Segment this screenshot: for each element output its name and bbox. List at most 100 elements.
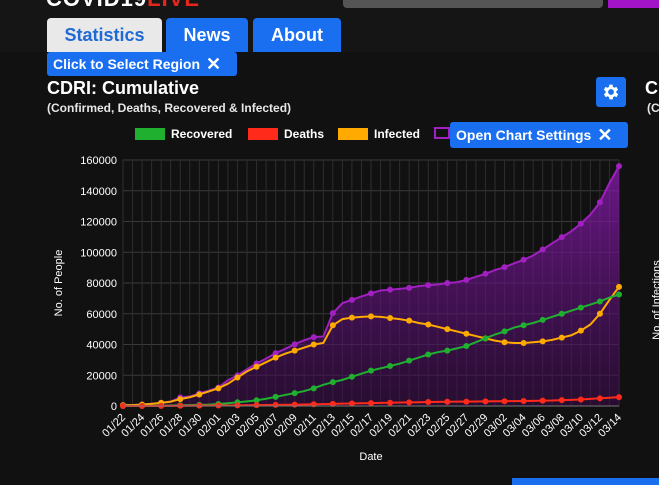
data-point-deaths: [463, 398, 470, 405]
data-point-recovered: [329, 379, 336, 386]
data-point-recovered: [558, 310, 565, 317]
tab-news[interactable]: News: [166, 18, 248, 52]
chart-settings-tooltip[interactable]: Open Chart Settings ✕: [450, 122, 628, 148]
gear-icon: [603, 84, 619, 100]
tab-statistics[interactable]: Statistics: [47, 18, 162, 52]
data-point-confirmed: [444, 280, 451, 286]
data-point-infected: [425, 321, 432, 328]
data-point-infected: [272, 354, 279, 361]
confirmed-area: [123, 166, 619, 406]
data-point-infected: [387, 315, 394, 322]
y-tick-label: 40000: [86, 340, 117, 352]
data-point-confirmed: [406, 284, 413, 291]
data-point-infected: [196, 391, 203, 398]
data-point-infected: [616, 283, 622, 290]
data-point-infected: [444, 326, 451, 333]
data-point-confirmed: [539, 246, 546, 253]
bottom-panel-edge: [512, 478, 659, 485]
data-point-confirmed: [463, 276, 470, 283]
data-point-confirmed: [368, 290, 374, 297]
data-point-deaths: [616, 394, 622, 401]
data-point-infected: [310, 341, 317, 348]
legend-label-recovered: Recovered: [171, 127, 233, 141]
data-point-confirmed: [482, 270, 489, 277]
data-point-recovered: [482, 335, 489, 342]
data-point-infected: [329, 322, 336, 329]
data-point-infected: [348, 314, 355, 321]
data-point-recovered: [596, 298, 603, 305]
data-point-recovered: [272, 393, 279, 400]
data-point-recovered: [368, 367, 374, 374]
data-point-confirmed: [387, 286, 394, 293]
data-point-confirmed: [348, 296, 355, 303]
data-point-deaths: [387, 399, 394, 406]
data-point-confirmed: [291, 341, 298, 348]
data-point-deaths: [234, 402, 241, 409]
right-chart-subtitle: (C: [647, 101, 659, 115]
data-point-deaths: [329, 400, 336, 407]
legend-item-confirmed[interactable]: [434, 127, 456, 139]
data-point-recovered: [501, 328, 508, 335]
data-point-infected: [596, 310, 603, 317]
data-point-confirmed: [329, 310, 336, 317]
data-point-deaths: [406, 399, 413, 406]
y-tick-label: 100000: [80, 247, 117, 259]
data-point-recovered: [577, 304, 584, 311]
legend-label-deaths: Deaths: [284, 127, 325, 141]
data-point-recovered: [520, 322, 527, 329]
data-point-confirmed: [310, 334, 317, 341]
header-search-bar[interactable]: [343, 0, 603, 8]
data-point-recovered: [310, 385, 317, 392]
data-point-infected: [215, 385, 222, 392]
data-point-infected: [253, 363, 260, 370]
data-point-deaths: [539, 397, 546, 404]
data-point-confirmed: [501, 264, 508, 271]
data-point-deaths: [444, 398, 451, 405]
y-axis-label: No. of People: [53, 250, 65, 317]
data-point-deaths: [348, 400, 355, 407]
y-tick-label: 140000: [80, 186, 117, 198]
legend-swatch-deaths: [248, 128, 278, 140]
data-point-deaths: [291, 401, 298, 408]
legend-swatch-confirmed: [434, 127, 450, 139]
legend-item-deaths[interactable]: Deaths: [248, 127, 324, 141]
legend-item-infected[interactable]: Infected: [338, 127, 420, 141]
x-axis-label: Date: [359, 451, 382, 463]
data-point-deaths: [501, 398, 508, 405]
data-point-recovered: [425, 351, 432, 358]
app-logo[interactable]: COVID19LIVE: [46, 0, 200, 12]
data-point-infected: [463, 330, 470, 337]
chart-settings-tooltip-label: Open Chart Settings: [456, 127, 592, 143]
close-icon[interactable]: ✕: [206, 54, 222, 74]
data-point-deaths: [253, 402, 260, 409]
chart-settings-button[interactable]: [596, 77, 626, 107]
data-point-infected: [177, 396, 184, 403]
close-icon[interactable]: ✕: [597, 125, 613, 145]
select-region-tooltip[interactable]: Click to Select Region ✕: [47, 52, 237, 76]
data-point-recovered: [463, 343, 470, 350]
data-point-infected: [291, 347, 298, 354]
data-point-infected: [520, 339, 527, 346]
y-tick-label: 20000: [86, 370, 117, 382]
data-point-recovered: [444, 347, 451, 354]
data-point-confirmed: [272, 350, 279, 357]
right-chart-title: C: [645, 78, 658, 98]
chart-subtitle: (Confirmed, Deaths, Recovered & Infected…: [47, 101, 292, 115]
tab-about[interactable]: About: [253, 18, 341, 52]
data-point-deaths: [596, 395, 603, 402]
header-accent-button[interactable]: [608, 0, 659, 8]
data-point-infected: [234, 374, 241, 381]
data-point-recovered: [253, 397, 260, 404]
legend-label-infected: Infected: [374, 127, 421, 141]
right-y-axis-label: No. of Infections: [651, 260, 659, 340]
legend-item-recovered[interactable]: Recovered: [135, 127, 232, 141]
data-point-recovered: [387, 363, 394, 370]
data-point-confirmed: [596, 199, 603, 206]
select-region-label: Click to Select Region: [53, 56, 201, 72]
y-tick-label: 60000: [86, 309, 117, 321]
data-point-recovered: [616, 291, 622, 298]
legend-swatch-infected: [338, 128, 368, 140]
data-point-deaths: [425, 398, 432, 405]
y-tick-label: 120000: [80, 217, 117, 229]
